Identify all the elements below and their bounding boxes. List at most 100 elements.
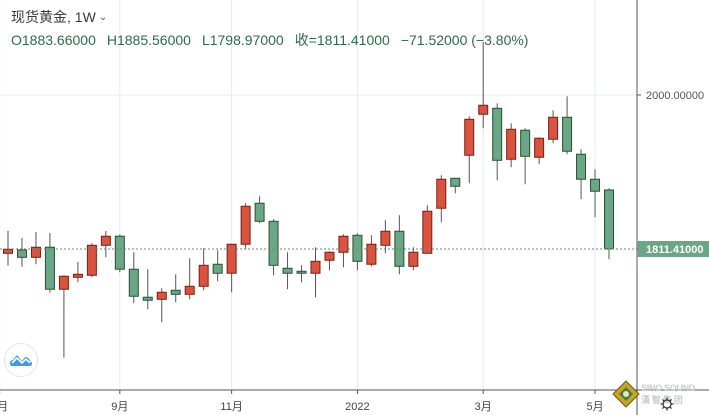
candle-body-down [282,267,293,274]
candle-body-down [170,289,181,295]
candle [198,248,209,291]
candle [520,128,531,185]
x-tick-label: 3月 [475,401,492,413]
candle-body-up [380,230,391,246]
candle [408,247,419,271]
candle-body-down [590,178,601,192]
candle [240,203,251,250]
candle [86,243,97,278]
candle-body-up [30,246,41,258]
candle [562,96,573,155]
candle-body-down [604,189,615,250]
candle-body-up [324,251,335,261]
candle-body-down [44,246,55,290]
gear-icon[interactable] [660,397,674,411]
candle [100,230,111,258]
candle-body-down [254,202,265,222]
candle [184,258,195,300]
candle [16,237,27,267]
candle [142,269,153,310]
candle [464,116,475,184]
candle-body-up [226,243,237,274]
candle [590,169,601,218]
candle-body-up [548,116,559,140]
candle [128,252,139,304]
candle [212,250,223,282]
candle-body-down [296,270,307,274]
candle-body-up [72,273,83,278]
candle [436,175,447,223]
candle-body-up [464,118,475,156]
candle [506,123,517,168]
last-price-badge [637,240,709,257]
candle [170,274,181,303]
candle-body-down [352,234,363,262]
candle-body-up [506,128,517,160]
y-tick-label: 2000.00000 [646,90,704,102]
x-tick-label: 9月 [111,401,128,413]
high-value: H1885.56000 [106,32,191,48]
candle [422,205,433,254]
candle [478,41,489,129]
candle [268,219,279,276]
candle [156,288,167,323]
candle-body-up [478,104,489,115]
watermark-text: SINO SOUND 漢 智 集 团 [641,383,696,405]
ohlc-legend: O1883.66000 H1885.56000 L1798.97000 收=1811.… [11,30,539,50]
candle-body-up [436,178,447,209]
candle [324,251,335,271]
candle [3,230,13,266]
candle-body-up [198,264,209,287]
candle [380,220,391,254]
candle [30,231,41,265]
symbol-header[interactable]: 现货黄金, 1W ⌄ [11,7,107,27]
change-value: −71.52000 (−3.80%) [400,32,529,48]
candle-body-up [156,291,167,300]
candle-body-up [100,235,111,246]
candle-body-down [492,107,503,161]
candle-body-up [3,248,13,254]
candle [72,261,83,283]
candle-body-up [534,137,545,158]
x-tick-label: 2022 [345,401,369,413]
candle-body-down [562,116,573,152]
chevron-down-icon[interactable]: ⌄ [98,11,108,23]
x-tick-label: 7月 [0,401,8,413]
candle-body-up [240,205,251,245]
candle-body-down [142,296,153,301]
candle-body-up [366,243,377,265]
candle-body-up [422,210,433,254]
candle-body-up [338,235,349,253]
candle-body-down [450,177,461,187]
candle-body-up [408,251,419,267]
symbol-title: 现货黄金, 1W [11,9,96,25]
candle [450,177,461,194]
candle-body-up [58,275,69,290]
candle [394,215,405,275]
candle [576,149,587,200]
candle-body-down [520,129,531,157]
candle [58,275,69,358]
cloud-chart-icon [10,355,32,366]
candles [3,41,615,358]
candle-body-down [394,230,405,267]
candle [366,235,377,267]
candle [534,137,545,165]
low-value: L1798.97000 [201,32,284,48]
x-tick-label: 5月 [586,401,603,413]
candle-body-up [86,244,97,276]
candle [254,196,265,224]
candle-body-up [310,260,321,274]
tradingview-logo-button[interactable] [4,343,38,377]
candle-body-down [128,268,139,297]
candle-body-down [576,153,587,180]
open-value: O1883.66000 [11,32,96,48]
candle [282,252,293,290]
last-price-label: 1811.41000 [646,244,704,256]
grid [0,0,637,390]
close-value: 收=1811.41000 [294,32,390,48]
candle [296,265,307,283]
candle-body-up [184,285,195,295]
